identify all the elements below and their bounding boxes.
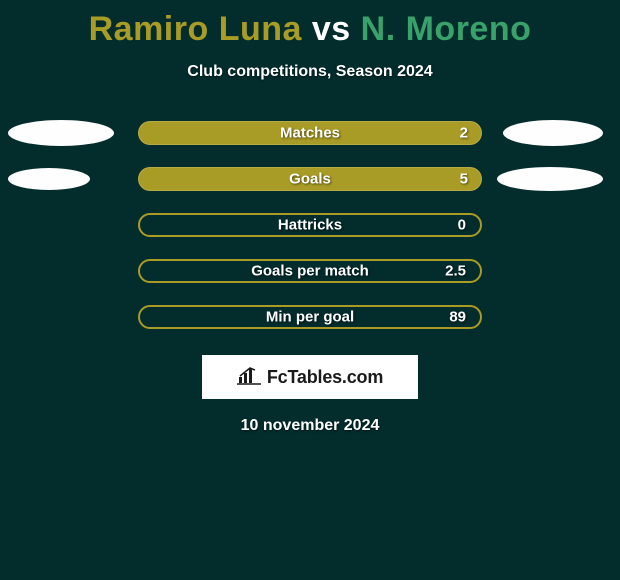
comparison-title: Ramiro Luna vs N. Moreno	[0, 0, 620, 49]
stat-row: Matches 2	[0, 121, 620, 145]
vs-text: vs	[312, 10, 351, 48]
player2-name: N. Moreno	[361, 10, 532, 48]
right-ellipse	[497, 167, 603, 191]
stat-label: Hattricks	[278, 217, 342, 234]
branding-text: FcTables.com	[267, 367, 383, 388]
stat-bar: Matches 2	[138, 121, 482, 145]
stat-bar: Goals per match 2.5	[138, 259, 482, 283]
branding-box: FcTables.com	[202, 355, 418, 399]
stat-row: Goals per match 2.5	[0, 259, 620, 283]
left-ellipse	[8, 120, 114, 146]
stat-bar: Goals 5	[138, 167, 482, 191]
stat-row: Min per goal 89	[0, 305, 620, 329]
stats-container: Matches 2 Goals 5 Hattricks 0 Goals per match 2…	[0, 121, 620, 329]
stat-row: Goals 5	[0, 167, 620, 191]
right-ellipse	[503, 120, 603, 146]
stat-bar: Hattricks 0	[138, 213, 482, 237]
stat-label: Goals per match	[251, 263, 369, 280]
stat-value: 0	[458, 217, 466, 234]
player1-name: Ramiro Luna	[89, 10, 302, 48]
subtitle: Club competitions, Season 2024	[0, 63, 620, 81]
stat-value: 2.5	[445, 263, 466, 280]
stat-value: 5	[460, 171, 468, 188]
stat-bar: Min per goal 89	[138, 305, 482, 329]
bar-chart-icon	[237, 365, 261, 390]
stat-label: Min per goal	[266, 309, 354, 326]
date-text: 10 november 2024	[0, 417, 620, 435]
stat-row: Hattricks 0	[0, 213, 620, 237]
stat-value: 89	[449, 309, 466, 326]
stat-label: Matches	[280, 125, 340, 142]
left-ellipse	[8, 168, 90, 190]
stat-label: Goals	[289, 171, 331, 188]
stat-value: 2	[460, 125, 468, 142]
